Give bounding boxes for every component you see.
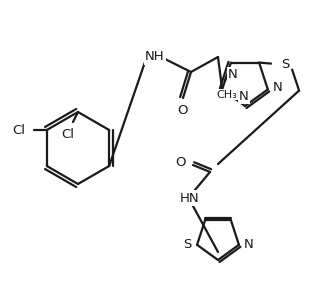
Text: Cl: Cl — [12, 124, 25, 137]
Text: O: O — [177, 105, 187, 117]
Text: S: S — [281, 58, 289, 71]
Text: S: S — [183, 238, 191, 251]
Text: CH₃: CH₃ — [216, 90, 237, 100]
Text: N: N — [239, 89, 249, 102]
Text: N: N — [244, 238, 254, 251]
Text: O: O — [176, 156, 186, 170]
Text: Cl: Cl — [61, 127, 74, 141]
Text: N: N — [228, 68, 238, 81]
Text: N: N — [273, 81, 283, 94]
Text: HN: HN — [180, 192, 200, 204]
Text: NH: NH — [145, 51, 165, 63]
